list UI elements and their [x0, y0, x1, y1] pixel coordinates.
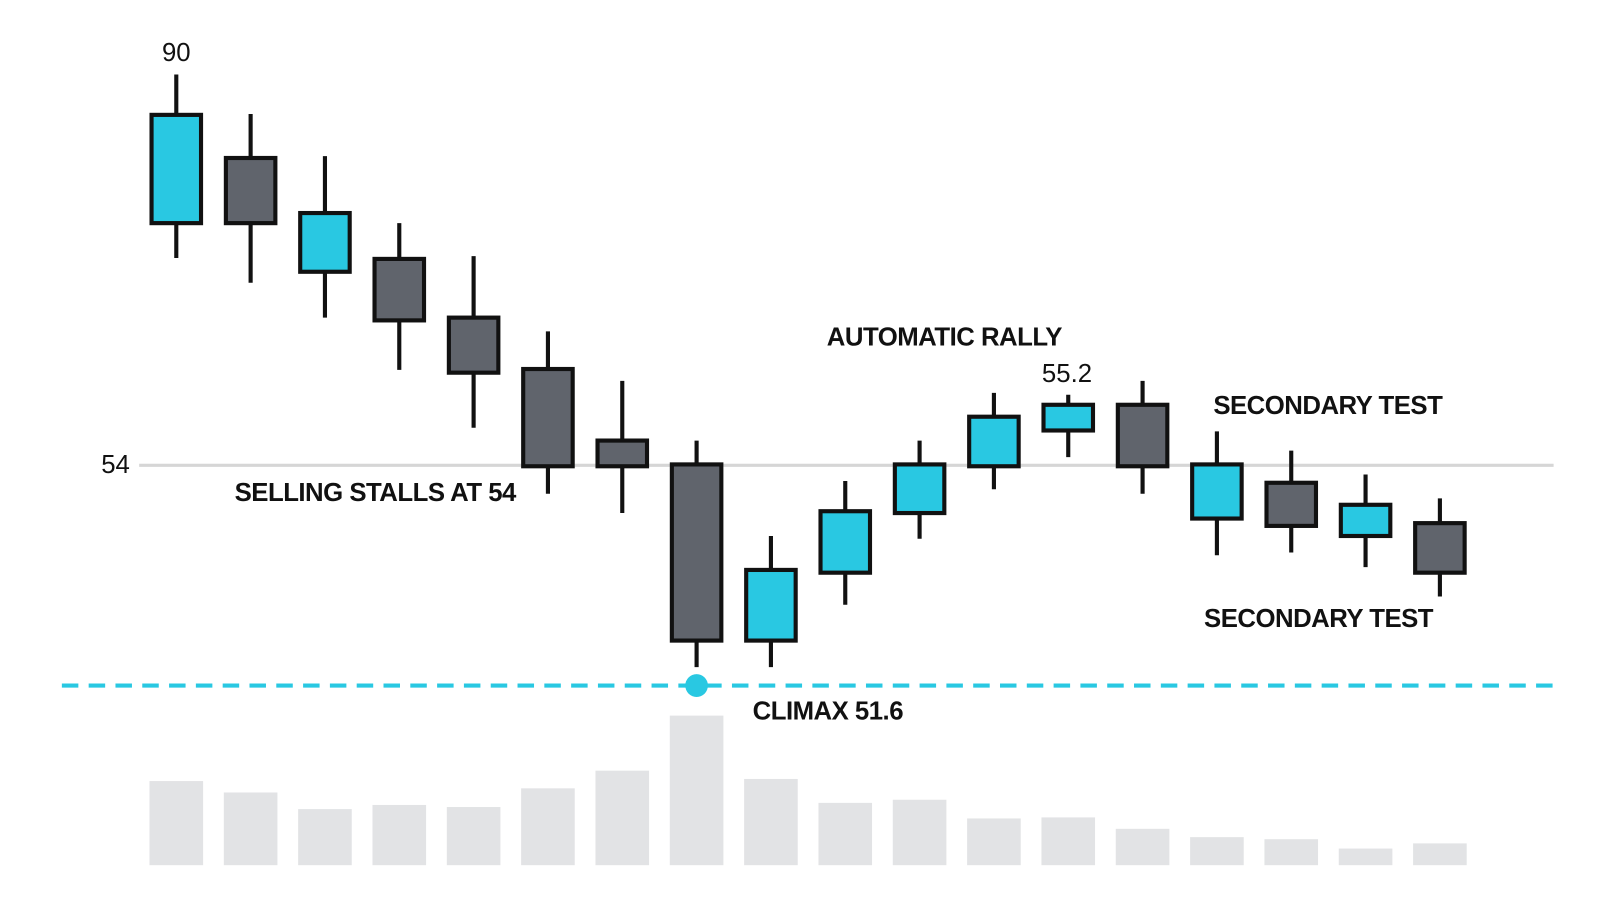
annotation: CLIMAX 51.6 — [753, 697, 904, 725]
candle-body — [818, 509, 873, 575]
candle-body — [1190, 462, 1244, 521]
annotation: AUTOMATIC RALLY — [827, 323, 1062, 351]
volume-bar — [967, 818, 1021, 866]
volume-bar — [521, 788, 575, 866]
candle-body — [521, 366, 575, 469]
volume-bar — [1413, 843, 1467, 866]
y-tick-label: 54 — [101, 451, 130, 479]
volume-bar — [1338, 848, 1393, 866]
candle-body — [595, 438, 650, 469]
volume-bar — [298, 809, 352, 866]
volume-bar — [223, 792, 278, 866]
annotation: SECONDARY TEST — [1213, 392, 1443, 420]
volume-bar — [149, 781, 204, 866]
volume-bar — [744, 778, 798, 866]
candle-body — [149, 112, 204, 226]
volume-bar — [595, 770, 650, 866]
candle-body — [669, 462, 724, 643]
candle-body — [967, 414, 1021, 469]
annotation: 90 — [162, 39, 191, 67]
candle-body — [298, 210, 352, 274]
volume-bar — [1041, 817, 1096, 866]
volume-bar — [446, 807, 501, 866]
candle-body — [1041, 402, 1096, 433]
annotation: SELLING STALLS AT 54 — [235, 479, 517, 507]
volume-bar — [1190, 837, 1244, 866]
volume-bar — [669, 715, 724, 866]
volume-bar — [1115, 828, 1170, 866]
candle-body — [223, 155, 278, 226]
candle-body — [892, 462, 947, 516]
candle-body — [446, 315, 501, 375]
candle-body — [1115, 402, 1170, 469]
volume-bar — [372, 804, 427, 866]
annotation: 55.2 — [1042, 360, 1092, 388]
climax-dot — [685, 674, 708, 697]
candle-body — [744, 567, 798, 643]
volume-bar — [818, 802, 873, 866]
volume-bar — [1264, 839, 1319, 866]
candle-body — [372, 256, 427, 323]
candle-body — [1338, 502, 1393, 539]
candle-body — [1264, 480, 1319, 528]
volume-bar — [892, 799, 947, 866]
candle-body — [1413, 521, 1467, 575]
annotation: SECONDARY TEST — [1204, 605, 1434, 633]
